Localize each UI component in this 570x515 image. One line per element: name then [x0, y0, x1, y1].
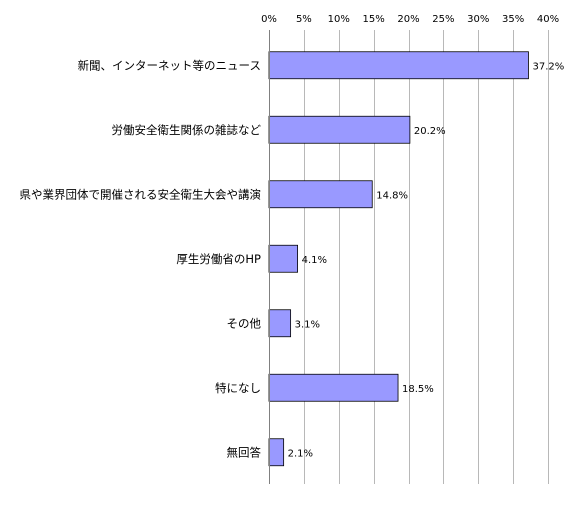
- value-label: 2.1%: [288, 448, 313, 459]
- bars: [268, 51, 529, 467]
- value-label: 18.5%: [402, 384, 434, 395]
- x-tick-label: 5%: [296, 14, 312, 25]
- bar: [268, 373, 399, 402]
- category-label: 労働安全衛生関係の雑誌など: [112, 123, 262, 137]
- value-labels: 37.2% 20.2% 14.8% 4.1% 3.1% 18.5% 2.1%: [288, 61, 565, 459]
- x-tick-label: 35%: [502, 14, 524, 25]
- category-labels: 新聞、インターネット等のニュース労働安全衛生関係の雑誌など県や業界団体で開催され…: [20, 58, 262, 459]
- x-tick-label: 30%: [467, 14, 489, 25]
- x-axis-tick-labels: 0% 5% 10% 15% 20% 25% 30% 35% 40%: [261, 14, 559, 25]
- bar: [268, 244, 298, 273]
- value-label: 4.1%: [302, 255, 327, 266]
- category-label: 新聞、インターネット等のニュース: [78, 58, 261, 72]
- value-label: 20.2%: [414, 126, 446, 137]
- bar: [268, 115, 411, 144]
- x-tick-label: 15%: [363, 14, 385, 25]
- bar: [268, 180, 373, 209]
- gridlines: [304, 30, 549, 484]
- x-tick-label: 40%: [537, 14, 559, 25]
- value-label: 3.1%: [295, 319, 320, 330]
- category-label: 無回答: [227, 445, 262, 459]
- bar: [268, 51, 529, 80]
- value-label: 14.8%: [376, 190, 408, 201]
- category-label: 特になし: [215, 381, 261, 395]
- category-label: 厚生労働省のHP: [176, 252, 261, 266]
- category-label: 県や業界団体で開催される安全衛生大会や講演: [20, 187, 262, 201]
- x-tick-label: 20%: [397, 14, 419, 25]
- x-tick-label: 10%: [328, 14, 350, 25]
- value-label: 37.2%: [532, 61, 564, 72]
- x-tick-label: 25%: [432, 14, 454, 25]
- x-tick-label: 0%: [261, 14, 277, 25]
- category-label: その他: [227, 316, 262, 330]
- bar: [268, 309, 292, 338]
- bar: [268, 438, 285, 467]
